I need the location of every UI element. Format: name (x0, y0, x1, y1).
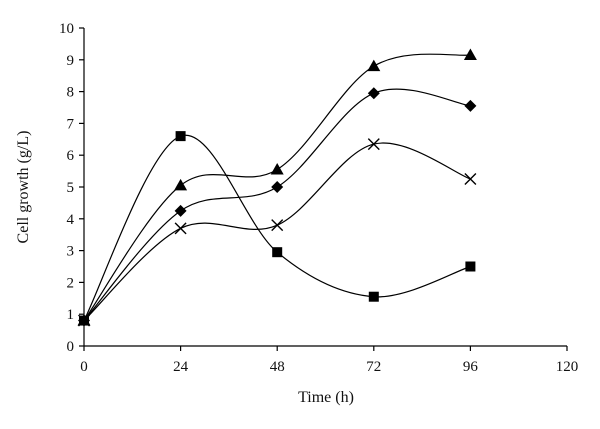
x-tick-label: 72 (366, 359, 381, 375)
y-tick-label: 0 (67, 339, 75, 355)
data-point-triangle (463, 48, 477, 61)
data-point-diamond (174, 204, 187, 217)
axes: 0 1 2 3 4 5 6 7 8 9 10 0 24 48 72 96 120 (59, 21, 578, 375)
data-point-triangle (367, 59, 381, 72)
data-point-diamond (367, 87, 380, 100)
x-tick-label: 0 (80, 359, 88, 375)
series-line-diamond (83, 88, 471, 321)
data-point-diamond (464, 99, 477, 112)
y-tick-label: 3 (67, 244, 75, 260)
y-tick-label: 1 (67, 307, 75, 323)
data-point-diamond (271, 181, 284, 193)
data-point-triangle (174, 178, 188, 191)
x-tick-label: 24 (173, 359, 189, 375)
y-tick-label: 6 (67, 148, 75, 164)
series-markers (77, 48, 477, 327)
data-point-square (175, 131, 186, 142)
y-tick-label: 8 (67, 85, 75, 101)
data-point-square (272, 247, 283, 258)
y-tick-label: 7 (67, 116, 75, 132)
x-axis-title: Time (h) (298, 389, 354, 406)
y-tick-label: 4 (67, 212, 75, 228)
data-point-triangle (270, 163, 284, 175)
x-tick-label: 48 (270, 359, 285, 375)
data-point-cross (271, 219, 284, 232)
x-tick-label: 120 (556, 359, 579, 375)
data-point-square (465, 261, 476, 272)
data-point-square (368, 291, 379, 302)
y-tick-label: 9 (67, 53, 75, 69)
series-line-square (83, 134, 471, 321)
y-tick-label: 5 (67, 180, 75, 196)
data-point-cross (464, 173, 477, 186)
data-point-cross (367, 138, 380, 151)
y-tick-label: 2 (67, 275, 75, 291)
y-axis-title: Cell growth (g/L) (15, 131, 32, 244)
x-tick-label: 96 (463, 359, 479, 375)
data-point-cross (174, 222, 187, 235)
y-tick-label: 10 (59, 21, 74, 37)
